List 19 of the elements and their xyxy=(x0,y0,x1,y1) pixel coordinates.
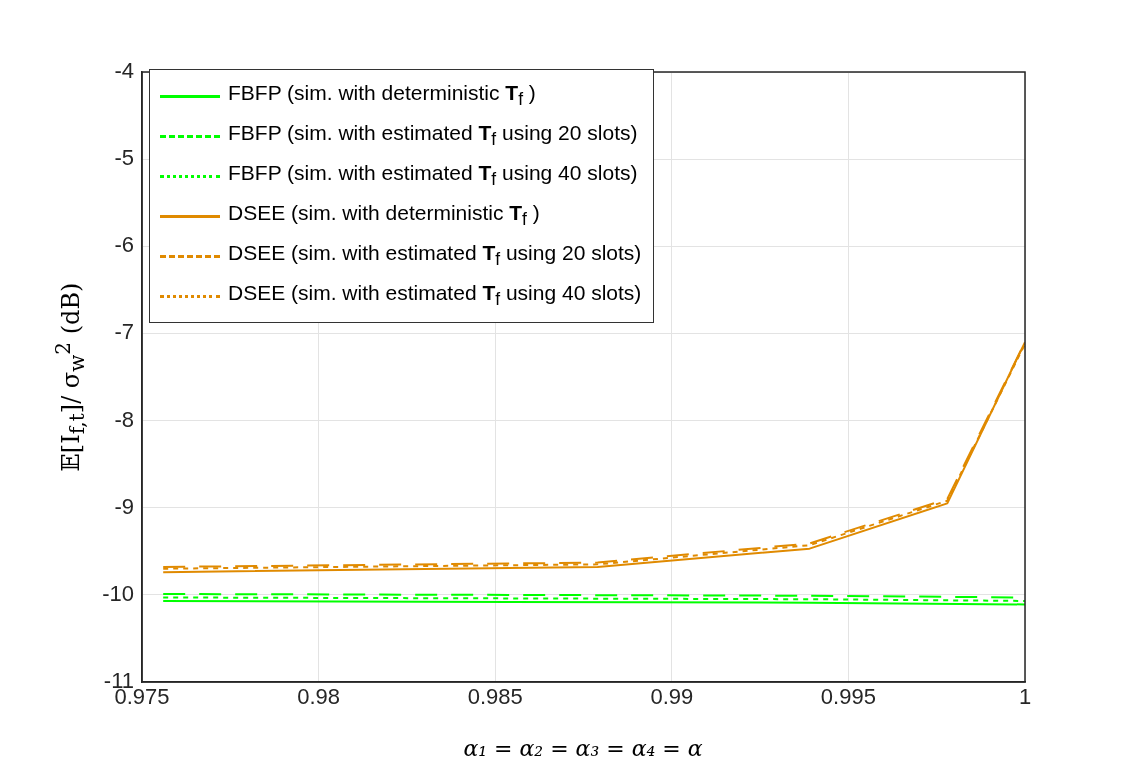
legend-label: DSEE (sim. with estimated T$_{f}$ using 20 slots) xyxy=(228,241,642,271)
y-tick-label: -10 xyxy=(102,580,134,606)
y-tick-label: -8 xyxy=(114,406,134,432)
y-tick-label: -5 xyxy=(114,145,134,171)
y-tick-label: -6 xyxy=(114,232,134,258)
x-tick-label: 0.995 xyxy=(820,684,876,710)
x-tick-label: 0.99 xyxy=(650,684,694,710)
x-tick-label: 1 xyxy=(1018,684,1032,710)
y-tick-label: -9 xyxy=(114,493,134,519)
legend-label: FBFP (sim. with estimated T$_{f}$ using 20 slots) xyxy=(228,121,638,151)
y-tick-label: -4 xyxy=(114,58,134,84)
legend-label: DSEE (sim. with estimated T$_{f}$ using 40 slots) xyxy=(228,281,642,311)
x-tick-label: 0.985 xyxy=(467,684,523,710)
legend-label: DSEE (sim. with deterministic T$_{f}$ ) xyxy=(228,201,540,231)
x-tick-label: 0.98 xyxy=(297,684,341,710)
x-axis-title: α₁ = α₂ = α₃ = α₄ = α xyxy=(463,735,703,761)
y-tick-label: -7 xyxy=(114,319,134,345)
legend-label: FBFP (sim. with deterministic T$_{f}$ ) xyxy=(228,81,536,111)
legend-label: FBFP (sim. with estimated T$_{f}$ using 40 slots) xyxy=(228,161,638,191)
